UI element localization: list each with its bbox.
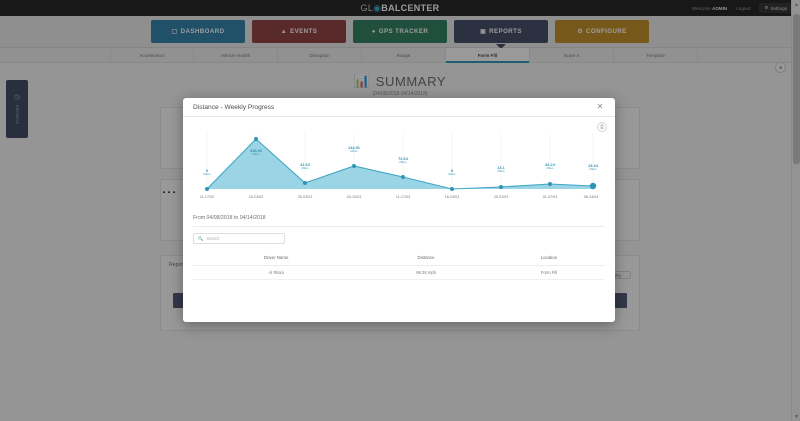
modal-body: ⎙ bbox=[183, 117, 615, 322]
tab-vehicle-health[interactable]: Vehicle Health bbox=[194, 48, 278, 62]
report-icon: ▣ bbox=[480, 29, 487, 35]
table-head: Driver Name Distance Location bbox=[193, 252, 605, 266]
nav-label: CONFIGURE bbox=[586, 28, 627, 35]
settings-button[interactable]: ⚙ Settings bbox=[759, 3, 792, 13]
chart-value-label: 144.91 Miles bbox=[348, 145, 360, 154]
tab-score-a[interactable]: Score A bbox=[530, 48, 614, 62]
tab-template[interactable]: Template bbox=[614, 48, 698, 62]
nav-label: EVENTS bbox=[290, 28, 318, 35]
summary-header: 📊 SUMMARY (04/08/2018-04/14/2018) bbox=[0, 69, 800, 97]
nav-item-reports[interactable]: ▣ REPORTS bbox=[454, 20, 548, 43]
table-row[interactable]: Al Rilani 99.28 mph Form Fill bbox=[193, 265, 605, 280]
welcome-text: Welcome ADMIN bbox=[692, 6, 727, 11]
scroll-thumb[interactable] bbox=[793, 14, 800, 164]
print-icon[interactable]: ⎙ bbox=[597, 122, 607, 132]
chart-icon: ■ bbox=[778, 64, 783, 71]
scroll-up-arrow[interactable]: ▲ bbox=[794, 1, 799, 8]
tab-disruption[interactable]: Disruption bbox=[278, 48, 362, 62]
floating-chart-button[interactable]: ■ bbox=[775, 62, 786, 73]
chart-value-label: 13.1 Miles bbox=[497, 165, 505, 174]
top-bar: GL◉BALCENTER Welcome ADMIN Logout ⚙ Sett… bbox=[0, 0, 800, 16]
modal-title: Distance - Weekly Progress bbox=[193, 103, 275, 111]
nav-item-configure[interactable]: ⚙ CONFIGURE bbox=[555, 20, 649, 43]
search-input[interactable]: 🔍 Search bbox=[193, 233, 285, 244]
chart-value-label: 0 Miles bbox=[448, 168, 456, 177]
dashboard-icon: ▢ bbox=[171, 29, 178, 35]
search-icon: 🔍 bbox=[198, 235, 204, 241]
welcome-label: Welcome bbox=[691, 5, 711, 11]
chart-x-label: 11-17/03 bbox=[395, 195, 411, 199]
chart-value-label: 72.64 Miles bbox=[398, 156, 408, 165]
chart-x-label: 08-14/04 bbox=[583, 195, 599, 199]
logo-prefix: GL bbox=[360, 2, 374, 13]
alert-icon: ▲ bbox=[280, 28, 288, 35]
chart-x-label: 18-24/02 bbox=[248, 195, 264, 199]
nav-label: REPORTS bbox=[489, 28, 522, 35]
card-menu-icon[interactable]: … bbox=[630, 111, 635, 117]
column-driver-name: Driver Name bbox=[193, 252, 360, 266]
page-scrollbar[interactable]: ▲ ▼ bbox=[791, 0, 800, 421]
chart-x-label: 18-24/03 bbox=[444, 195, 460, 199]
cell-location: Form Fill bbox=[492, 265, 605, 280]
column-distance: Distance bbox=[359, 252, 493, 266]
gear-icon: ⚙ bbox=[764, 5, 769, 10]
chart-points bbox=[205, 137, 597, 191]
wrench-icon: ⚙ bbox=[577, 29, 584, 35]
chart-x-label: 25-03/03 bbox=[297, 195, 313, 199]
drivers-table: Driver Name Distance Location Al Rilani … bbox=[193, 252, 605, 280]
column-location: Location bbox=[492, 252, 605, 266]
date-range-text: From 04/08/2018 to 04/14/2018 bbox=[193, 215, 605, 227]
main-nav: ▢ DASHBOARD ▲ EVENTS ● GPS TRACKER ▣ REP… bbox=[0, 16, 800, 48]
bar-chart-icon: 📊 bbox=[353, 73, 371, 88]
settings-label: Settings bbox=[770, 5, 787, 11]
distance-chart: 0 Miles 336.66 Miles 41.62 Miles 144.91 … bbox=[193, 133, 605, 209]
page-title: 📊 SUMMARY bbox=[0, 73, 800, 89]
logo-suffix: BALCENTER bbox=[381, 2, 440, 13]
chart-x-label: 01-07/04 bbox=[542, 195, 558, 199]
close-icon[interactable]: ✕ bbox=[596, 102, 604, 111]
tab-form-fill[interactable]: Form Fill bbox=[446, 48, 530, 63]
chart-svg bbox=[205, 133, 597, 191]
clock-icon: ◷ bbox=[13, 94, 21, 102]
table-body: Al Rilani 99.28 mph Form Fill bbox=[193, 265, 605, 280]
top-bar-right: Welcome ADMIN Logout ⚙ Settings bbox=[692, 0, 792, 16]
globe-icon: ◉ bbox=[373, 2, 382, 13]
cell-distance: 99.28 mph bbox=[359, 265, 493, 280]
distance-weekly-progress-modal: Distance - Weekly Progress ✕ ⎙ bbox=[183, 98, 615, 322]
nav-item-events[interactable]: ▲ EVENTS bbox=[252, 20, 346, 43]
summary-date-range: (04/08/2018-04/14/2018) bbox=[372, 91, 428, 97]
modal-header: Distance - Weekly Progress ✕ bbox=[183, 98, 615, 117]
scroll-down-arrow[interactable]: ▼ bbox=[794, 413, 799, 420]
pin-icon: ● bbox=[371, 28, 376, 35]
user-name: ADMIN bbox=[712, 5, 728, 11]
logout-link[interactable]: Logout bbox=[736, 5, 751, 11]
summary-title-text: SUMMARY bbox=[375, 73, 447, 89]
search-placeholder: Search bbox=[206, 236, 220, 241]
table-header-row: Driver Name Distance Location bbox=[193, 252, 605, 266]
chart-x-label: 25-31/03 bbox=[493, 195, 509, 199]
side-panel-label: REPORTS bbox=[15, 105, 19, 125]
chart-value-label: 23.34 Miles bbox=[588, 163, 598, 172]
card-menu-icon[interactable]: … bbox=[161, 180, 177, 197]
brand-logo[interactable]: GL◉BALCENTER bbox=[361, 3, 440, 14]
tab-acceleration[interactable]: Acceleration bbox=[110, 48, 194, 62]
chart-value-label: 336.66 Miles bbox=[250, 148, 262, 157]
chart-area-fill bbox=[207, 139, 593, 189]
nav-label: GPS TRACKER bbox=[378, 28, 429, 35]
nav-item-gps-tracker[interactable]: ● GPS TRACKER bbox=[353, 20, 447, 43]
cell-driver-name: Al Rilani bbox=[193, 265, 360, 280]
sub-tabs: Acceleration Vehicle Health Disruption R… bbox=[0, 48, 800, 63]
side-panel-tab[interactable]: ◷ REPORTS bbox=[6, 80, 28, 138]
nav-item-dashboard[interactable]: ▢ DASHBOARD bbox=[151, 20, 245, 43]
chart-value-label: 0 Miles bbox=[203, 168, 211, 177]
tab-range[interactable]: Range bbox=[362, 48, 446, 62]
chart-x-label: 04-10/03 bbox=[346, 195, 362, 199]
chart-value-label: 32.24 Miles bbox=[545, 162, 555, 171]
nav-label: DASHBOARD bbox=[180, 28, 225, 35]
chart-value-label: 41.62 Miles bbox=[300, 162, 310, 171]
chart-x-label: 11-17/02 bbox=[199, 195, 215, 199]
